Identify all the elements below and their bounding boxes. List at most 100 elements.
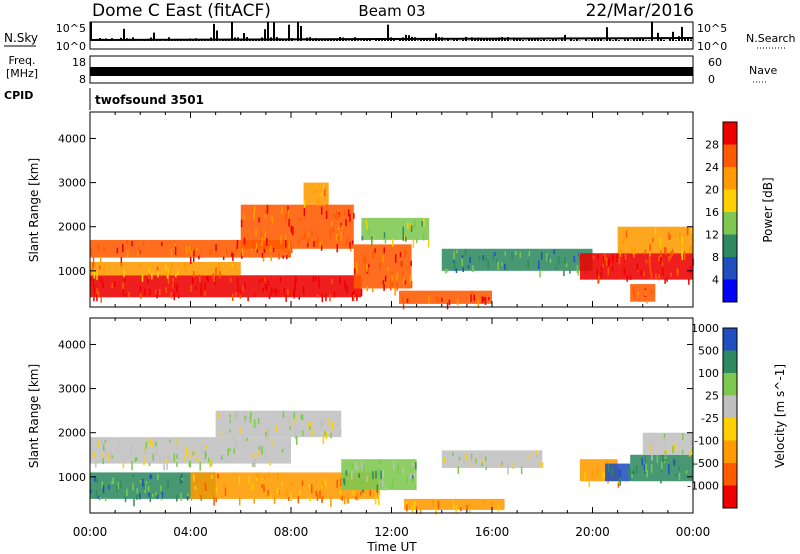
heatmap-cell <box>631 254 634 259</box>
heatmap-cell <box>660 250 662 258</box>
heatmap-cell <box>277 411 280 415</box>
nsearch-tick-top: 10^5 <box>697 22 727 35</box>
nsky-panel: N.Sky 10^5 10^0 10^5 10^0 N.Search <box>4 21 796 53</box>
heatmap-cell <box>132 474 134 478</box>
heatmap-cell <box>172 283 174 289</box>
heatmap-cell <box>390 281 392 291</box>
y-tick-label: 2000 <box>58 427 86 440</box>
heatmap-cell <box>366 225 369 230</box>
heatmap-cell <box>588 481 591 488</box>
heatmap-cell <box>612 254 614 263</box>
colorbar-segment <box>723 234 737 257</box>
heatmap-cell <box>607 268 610 276</box>
heatmap-cell <box>356 267 358 274</box>
heatmap-cell <box>149 289 151 296</box>
heatmap-cell <box>136 488 139 494</box>
heatmap-cell <box>504 251 507 256</box>
heatmap-cell <box>311 230 313 236</box>
colorbar-segment <box>723 463 737 486</box>
velocity-y-axis: 1000 2000 3000 4000 <box>58 318 694 513</box>
heatmap-cell <box>515 251 517 256</box>
heatmap-cell <box>169 439 171 443</box>
heatmap-cell <box>294 430 297 440</box>
heatmap-cell <box>253 212 255 218</box>
heatmap-cell <box>264 232 266 241</box>
heatmap-cell <box>453 262 456 272</box>
heatmap-cell <box>356 489 359 494</box>
colorbar-segment <box>723 373 737 396</box>
heatmap-cell <box>212 273 215 280</box>
colorbar-segment <box>723 167 737 190</box>
heatmap-cell <box>480 454 483 461</box>
nsky-label: N.Sky <box>4 31 38 45</box>
heatmap-cell <box>289 230 291 234</box>
heatmap-cell <box>332 213 335 218</box>
heatmap-cell <box>302 430 304 436</box>
heatmap-cell <box>189 246 191 252</box>
heatmap-cell <box>270 287 273 296</box>
heatmap-cell <box>98 495 100 500</box>
heatmap-cell <box>691 437 693 446</box>
heatmap-cell <box>402 301 405 310</box>
heatmap-cell <box>565 263 568 268</box>
heatmap-cell <box>260 232 263 238</box>
heatmap-cell <box>402 232 404 241</box>
heatmap-cell <box>265 238 268 246</box>
heatmap-cell <box>264 237 267 245</box>
heatmap-cell <box>284 239 287 248</box>
colorbar-tick-label: 16 <box>705 206 719 219</box>
heatmap-cell <box>569 270 571 274</box>
heatmap-cell <box>184 263 187 273</box>
heatmap-cell <box>199 461 201 471</box>
heatmap-cell <box>370 469 373 475</box>
heatmap-cell <box>220 432 222 437</box>
heatmap-cell <box>497 261 499 271</box>
heatmap-region-3 <box>240 204 354 249</box>
heatmap-cell <box>378 486 381 496</box>
heatmap-cell <box>660 255 662 265</box>
colorbar-segment <box>723 212 737 235</box>
heatmap-cell <box>317 198 319 206</box>
nsky-bar <box>456 39 458 41</box>
heatmap-cell <box>339 489 341 495</box>
heatmap-cell <box>573 255 576 263</box>
heatmap-cell <box>404 250 406 258</box>
heatmap-cell <box>435 506 437 515</box>
heatmap-cell <box>344 280 346 290</box>
heatmap-cell <box>316 493 319 501</box>
heatmap-cell <box>345 237 348 245</box>
heatmap-cell <box>280 482 283 487</box>
heatmap-cell <box>173 291 176 301</box>
heatmap-cell <box>207 276 209 283</box>
nsky-bar <box>345 40 347 41</box>
heatmap-cell <box>277 472 279 480</box>
heatmap-cell <box>469 509 471 513</box>
heatmap-cell <box>211 458 213 467</box>
heatmap-cell <box>347 498 350 504</box>
heatmap-cell <box>453 259 455 264</box>
heatmap-cell <box>632 471 635 475</box>
velocity-colorbar: -1000 -500 -100 -25 25 100 500 1000 <box>687 322 738 509</box>
nsky-bar <box>669 38 671 41</box>
heatmap-cell <box>160 493 163 501</box>
heatmap-cell <box>101 439 104 445</box>
heatmap-cell <box>391 274 394 281</box>
heatmap-cell <box>650 289 653 295</box>
heatmap-cell <box>321 496 323 503</box>
power-heatmap <box>90 182 695 310</box>
heatmap-cell <box>104 447 107 452</box>
heatmap-cell <box>464 249 467 256</box>
heatmap-cell <box>236 239 239 247</box>
heatmap-cell <box>366 264 368 272</box>
heatmap-cell <box>324 430 326 436</box>
heatmap-cell <box>607 479 609 484</box>
heatmap-cell <box>336 479 338 488</box>
heatmap-cell <box>406 476 408 486</box>
heatmap-cell <box>176 437 179 447</box>
heatmap-cell <box>143 446 145 453</box>
velocity-ylabel: Slant Range [km] <box>27 364 41 468</box>
nsky-bar <box>405 34 407 41</box>
heatmap-cell <box>446 268 448 273</box>
heatmap-cell <box>374 248 376 253</box>
heatmap-cell <box>537 260 540 270</box>
